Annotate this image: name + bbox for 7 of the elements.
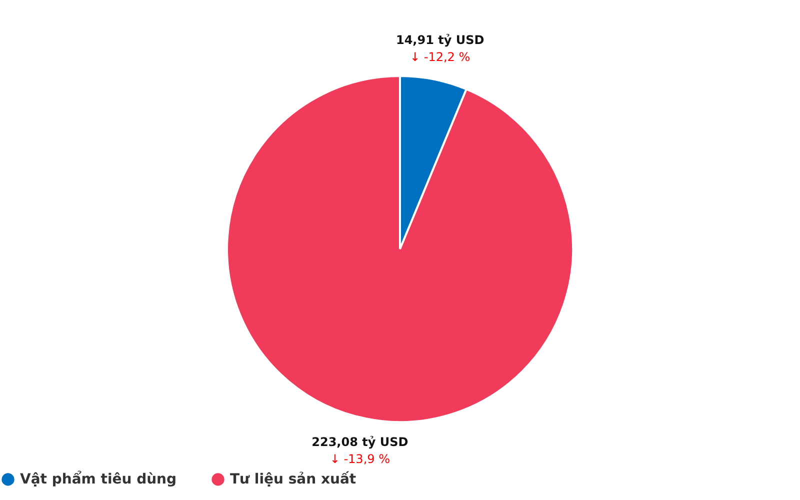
text: ↓ -13,9 % — [330, 452, 390, 466]
data-label: 223,08 tỷ USD — [312, 435, 408, 450]
legend-label: Tư liệu sản xuất — [230, 470, 356, 488]
text: ↓ -12,2 % — [410, 50, 470, 64]
pie-slice — [226, 75, 574, 423]
legend-label: Vật phẩm tiêu dùng — [20, 470, 177, 488]
data-label: 14,91 tỷ USD — [396, 32, 484, 47]
